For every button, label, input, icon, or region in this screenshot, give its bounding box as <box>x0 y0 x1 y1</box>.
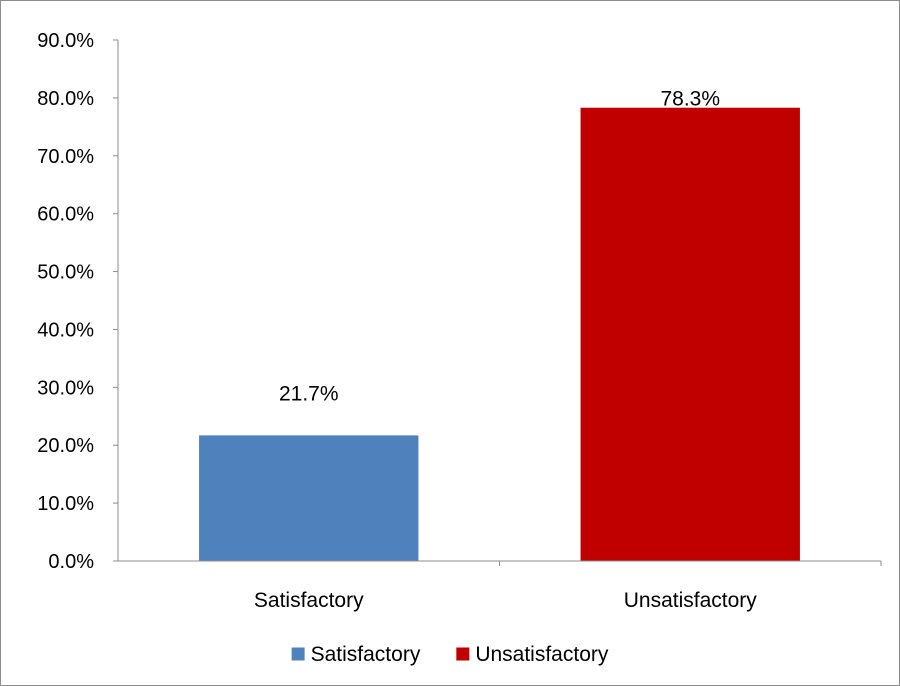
data-label-satisfactory: 21.7% <box>279 382 339 405</box>
y-tick-label: 30.0% <box>37 377 94 399</box>
y-axis: 0.0% 10.0% 20.0% 30.0% 40.0% 50.0% 60.0% 70.0% 8… <box>37 30 119 573</box>
legend-label-unsatisfactory: Unsatisfactory <box>475 643 609 666</box>
x-tick-label-satisfactory: Satisfactory <box>254 589 364 612</box>
y-tick-label: 40.0% <box>37 319 94 341</box>
y-tick-label: 50.0% <box>37 262 94 284</box>
y-tick-label: 10.0% <box>37 493 94 515</box>
bar-unsatisfactory <box>580 107 800 561</box>
y-tick-label: 60.0% <box>37 204 94 226</box>
y-tick-label: 80.0% <box>37 88 94 110</box>
y-tick-label: 0.0% <box>48 551 94 573</box>
y-tick-label: 90.0% <box>37 30 94 52</box>
data-labels: 21.7% 78.3% <box>279 88 720 406</box>
y-tick-label: 70.0% <box>37 146 94 168</box>
bar-satisfactory <box>199 435 419 561</box>
legend-label-satisfactory: Satisfactory <box>311 643 421 666</box>
y-tick-label: 20.0% <box>37 435 94 457</box>
legend-swatch-unsatisfactory <box>456 647 470 661</box>
x-tick-label-unsatisfactory: Unsatisfactory <box>624 589 758 612</box>
legend-swatch-satisfactory <box>291 647 305 661</box>
legend: Satisfactory Unsatisfactory <box>291 643 609 666</box>
data-label-unsatisfactory: 78.3% <box>660 88 720 111</box>
x-axis: Satisfactory Unsatisfactory <box>118 560 882 612</box>
bars <box>199 107 800 561</box>
